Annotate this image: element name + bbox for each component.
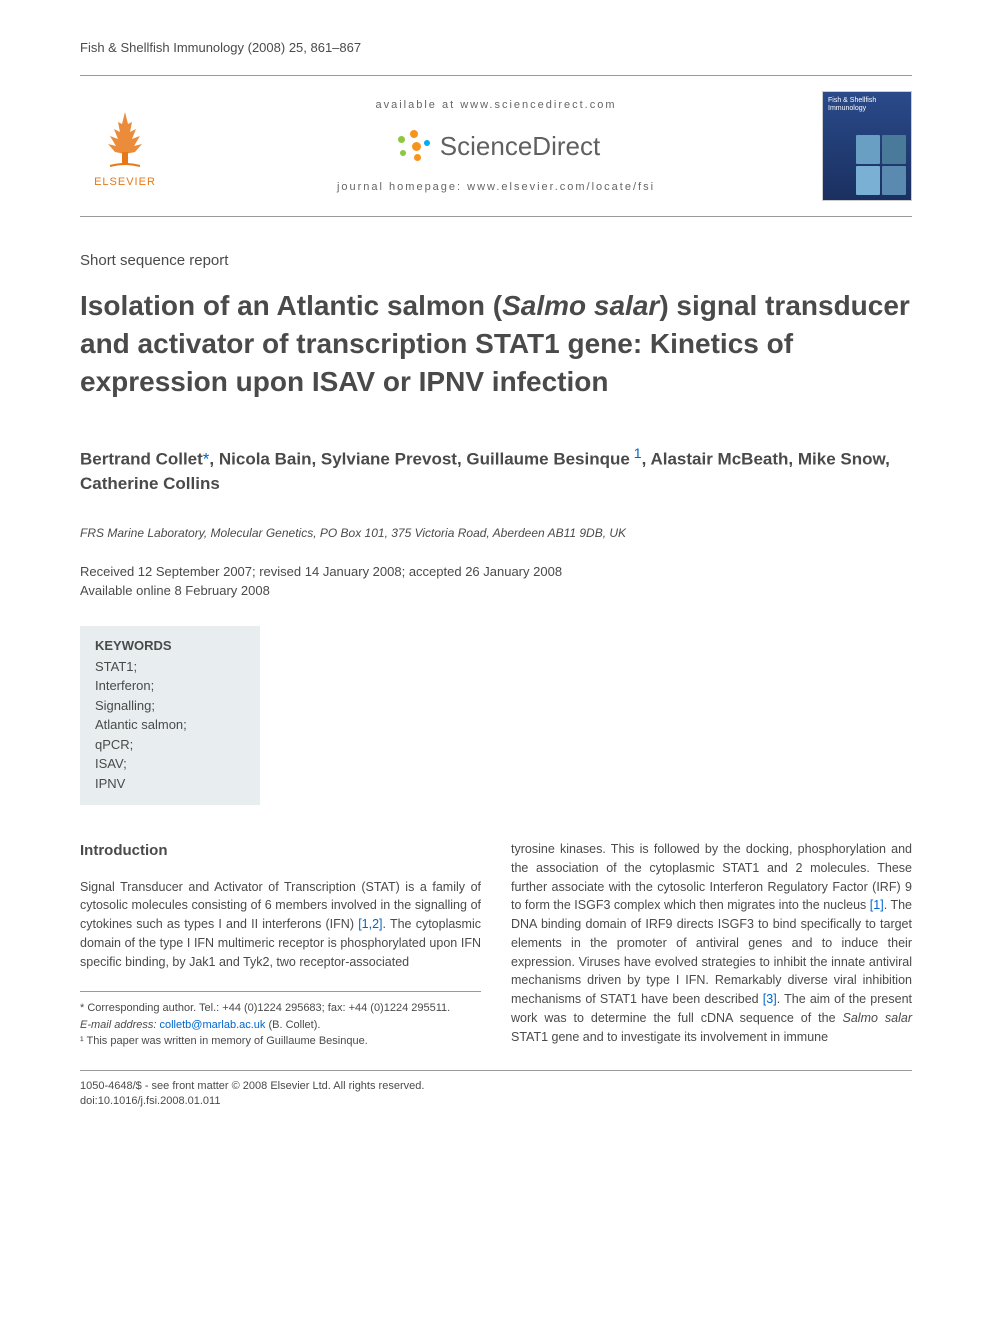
copyright-text: 1050-4648/$ - see front matter © 2008 El…: [80, 1079, 912, 1094]
cover-title-text: Fish & Shellfish Immunology: [828, 97, 906, 114]
sciencedirect-logo: ScienceDirect: [190, 126, 802, 166]
received-revised-accepted: Received 12 September 2007; revised 14 J…: [80, 562, 912, 582]
keywords-heading: KEYWORDS: [95, 638, 245, 653]
doi-text: doi:10.1016/j.fsi.2008.01.011: [80, 1094, 912, 1109]
elsevier-logo: ELSEVIER: [80, 104, 170, 188]
author-name: , Nicola Bain, Sylviane Prevost, Guillau…: [209, 450, 629, 469]
journal-homepage-text: journal homepage: www.elsevier.com/locat…: [190, 181, 802, 193]
email-link[interactable]: colletb@marlab.ac.uk: [159, 1019, 265, 1031]
title-species-italic: Salmo salar: [502, 290, 659, 321]
right-column: tyrosine kinases. This is followed by th…: [511, 840, 912, 1050]
email-footnote: E-mail address: colletb@marlab.ac.uk (B.…: [80, 1017, 481, 1034]
elsevier-text: ELSEVIER: [94, 176, 156, 188]
cover-image-grid: [856, 135, 906, 195]
article-type-label: Short sequence report: [80, 252, 912, 269]
author-name: Bertrand Collet: [80, 450, 203, 469]
article-title: Isolation of an Atlantic salmon (Salmo s…: [80, 287, 912, 400]
footnote-mark[interactable]: 1: [630, 446, 642, 462]
available-online-date: Available online 8 February 2008: [80, 581, 912, 601]
body-text: . The DNA binding domain of IRF9 directs…: [511, 898, 912, 1006]
reference-link[interactable]: [3]: [763, 992, 777, 1006]
title-segment: Isolation of an Atlantic salmon (: [80, 290, 502, 321]
keywords-list: STAT1; Interferon; Signalling; Atlantic …: [95, 657, 245, 794]
journal-cover-thumbnail: Fish & Shellfish Immunology: [822, 91, 912, 201]
article-dates: Received 12 September 2007; revised 14 J…: [80, 562, 912, 601]
header-center: available at www.sciencedirect.com Scien…: [170, 99, 822, 193]
publisher-header-box: ELSEVIER available at www.sciencedirect.…: [80, 75, 912, 217]
body-paragraph: tyrosine kinases. This is followed by th…: [511, 840, 912, 1046]
body-two-column: Introduction Signal Transducer and Activ…: [80, 840, 912, 1050]
affiliation-text: FRS Marine Laboratory, Molecular Genetic…: [80, 526, 912, 540]
journal-citation-header: Fish & Shellfish Immunology (2008) 25, 8…: [80, 40, 912, 55]
body-text: tyrosine kinases. This is followed by th…: [511, 842, 912, 912]
email-author-ref: (B. Collet).: [265, 1019, 320, 1031]
body-text: STAT1 gene and to investigate its involv…: [511, 1030, 828, 1044]
keywords-box: KEYWORDS STAT1; Interferon; Signalling; …: [80, 626, 260, 806]
sciencedirect-dots-icon: [392, 126, 432, 166]
body-paragraph: Signal Transducer and Activator of Trans…: [80, 878, 481, 972]
email-label: E-mail address:: [80, 1019, 159, 1031]
footnotes-block: * Corresponding author. Tel.: +44 (0)122…: [80, 991, 481, 1050]
copyright-block: 1050-4648/$ - see front matter © 2008 El…: [80, 1070, 912, 1110]
species-italic: Salmo salar: [843, 1011, 912, 1025]
available-at-text: available at www.sciencedirect.com: [190, 99, 802, 111]
introduction-heading: Introduction: [80, 840, 481, 863]
left-column: Introduction Signal Transducer and Activ…: [80, 840, 481, 1050]
elsevier-tree-icon: [90, 104, 160, 174]
memorial-footnote: ¹ This paper was written in memory of Gu…: [80, 1033, 481, 1050]
reference-link[interactable]: [1]: [870, 898, 884, 912]
corresponding-author-footnote: * Corresponding author. Tel.: +44 (0)122…: [80, 1000, 481, 1017]
sciencedirect-text: ScienceDirect: [440, 131, 600, 162]
reference-link[interactable]: [1,2]: [358, 917, 382, 931]
authors-list: Bertrand Collet*, Nicola Bain, Sylviane …: [80, 445, 912, 495]
